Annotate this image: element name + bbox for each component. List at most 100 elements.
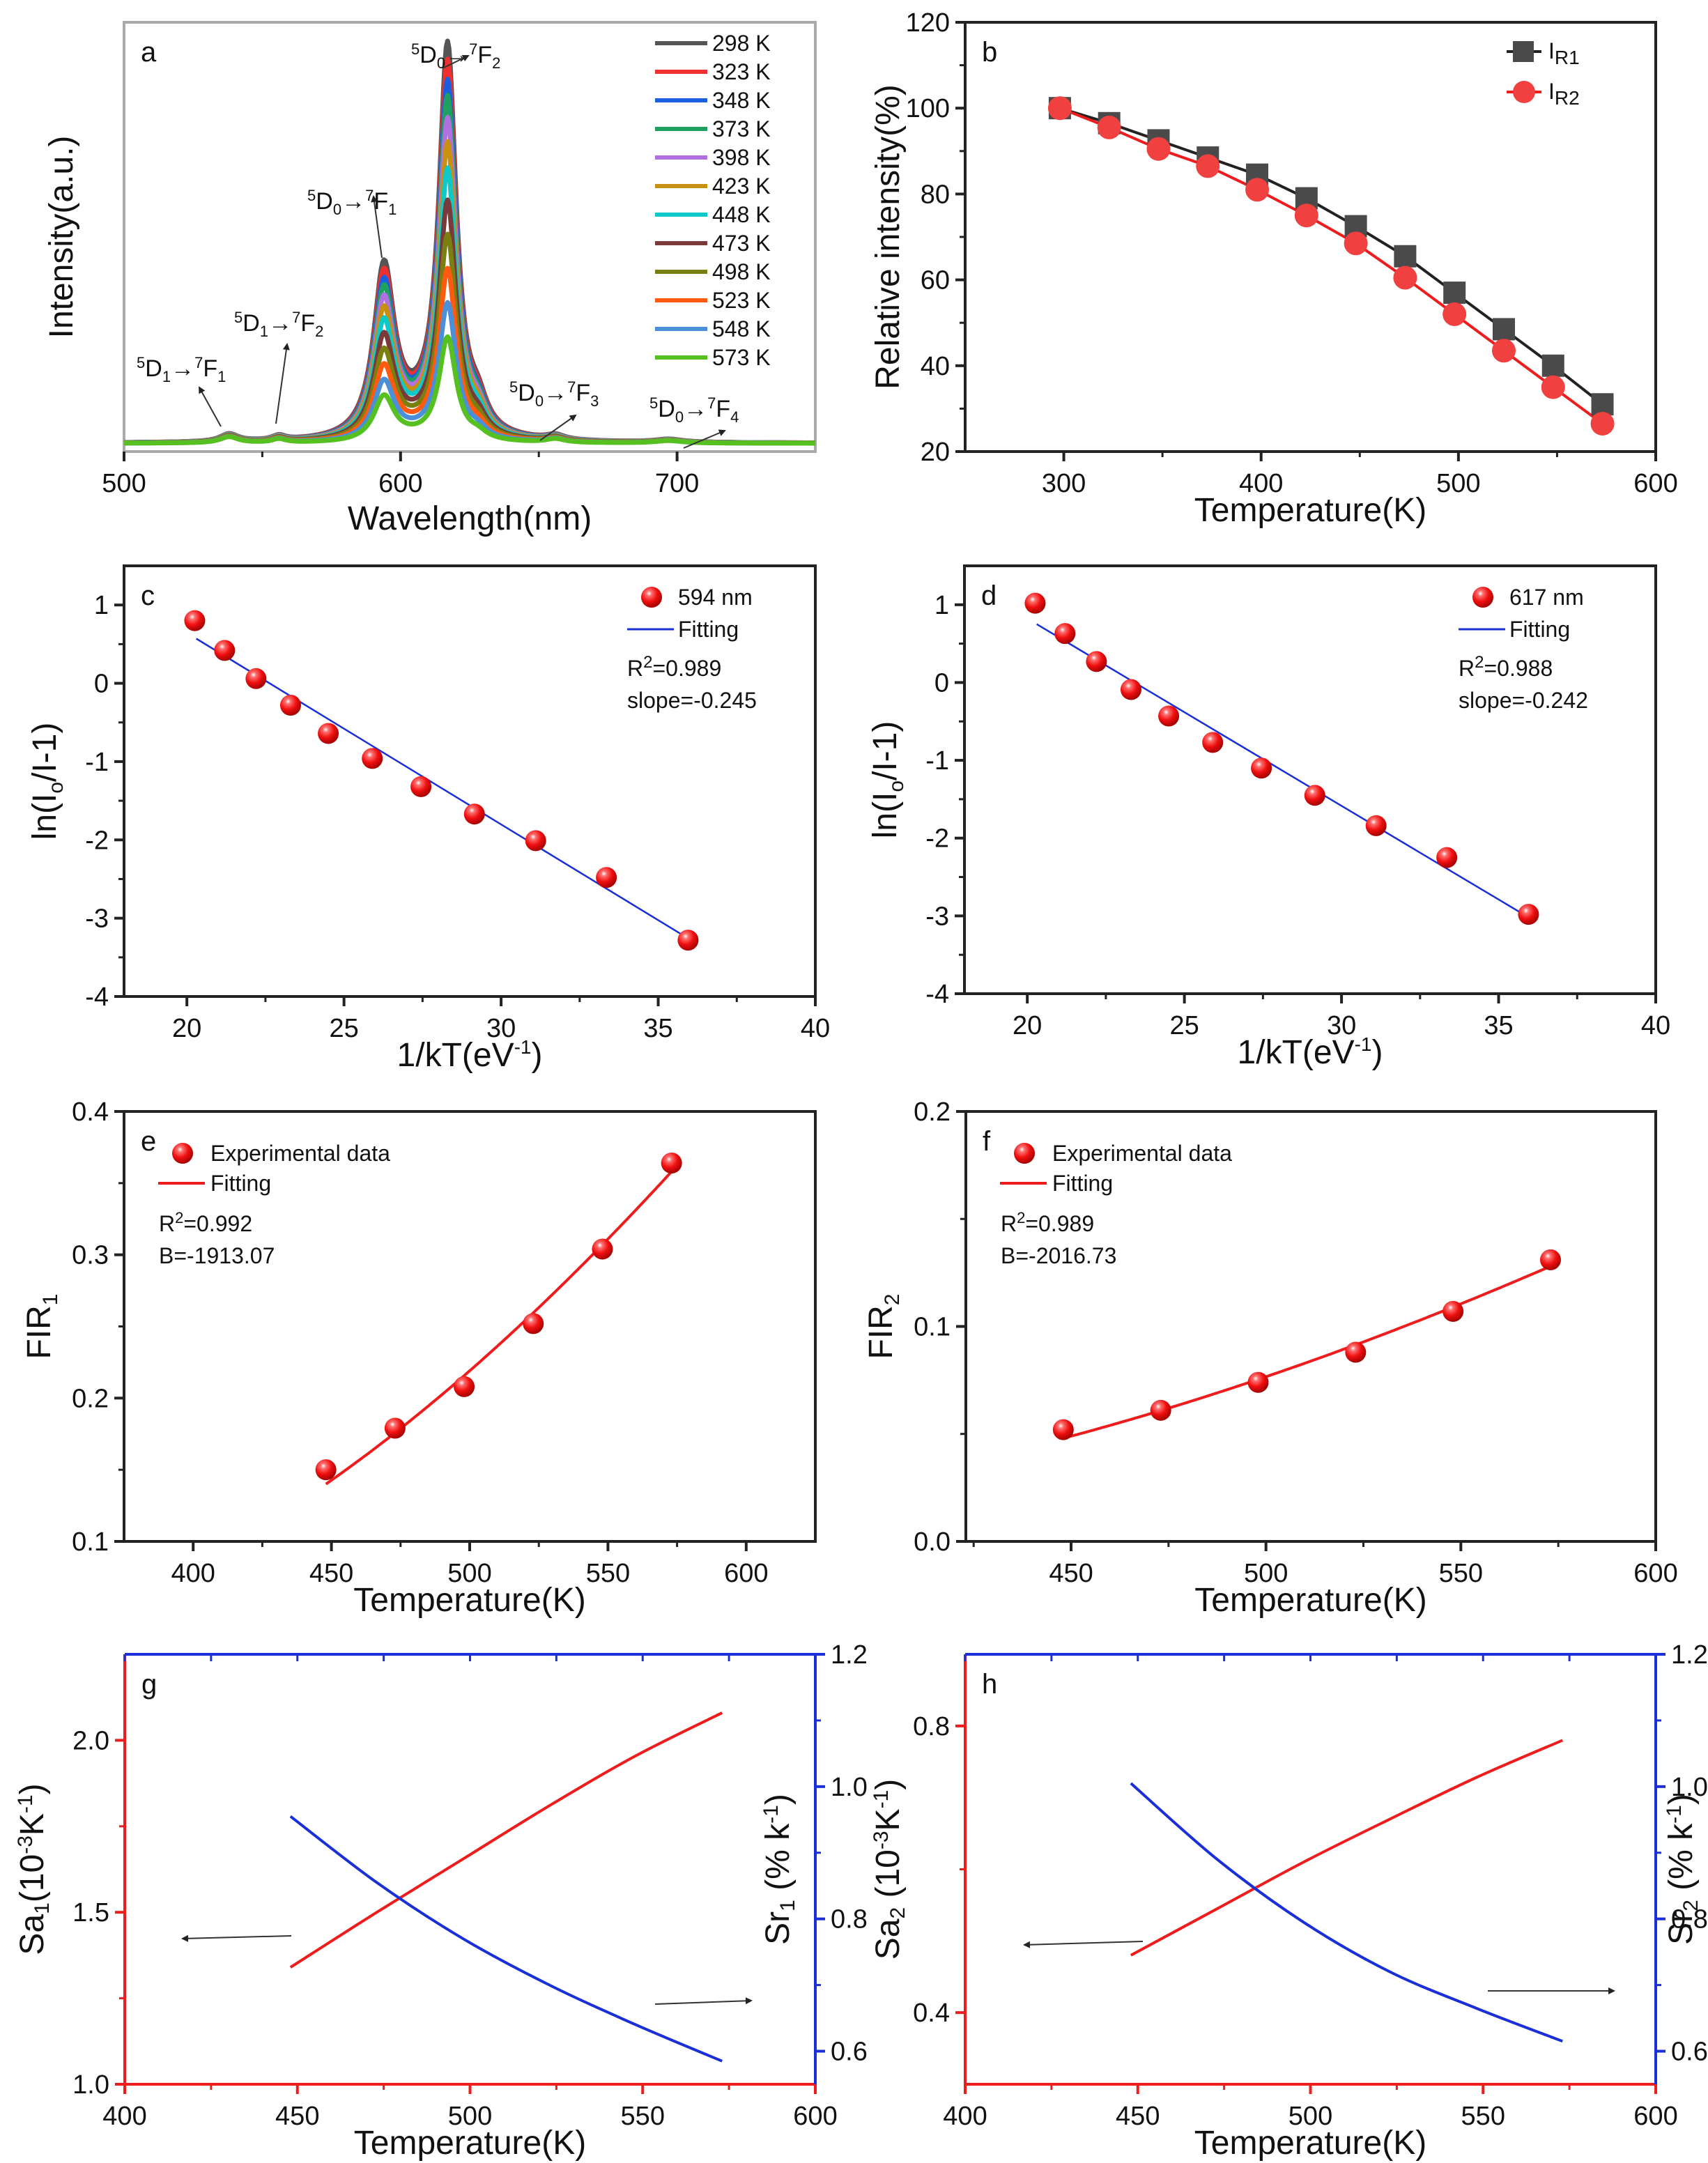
- ylabel-tail-sup: -1: [870, 1790, 893, 1809]
- data-point: [1304, 785, 1325, 806]
- x-tick-label: 600: [1633, 469, 1677, 498]
- superscript: 5: [509, 378, 518, 396]
- y-tick-label: -2: [925, 824, 949, 854]
- ylabel-tail: K: [14, 1813, 51, 1835]
- y-tick-label: 0.8: [1671, 1905, 1708, 1934]
- y-tick-label: 80: [921, 180, 950, 209]
- ylabel-right-sup: -1: [1663, 1805, 1686, 1824]
- legend-label: 423 K: [712, 174, 771, 199]
- data-point-circle: [1047, 96, 1072, 121]
- panel-h-sensitivity-2: 400 450 500 550 600 0.4 0.8 0.6 0.8 1.0 1.2 h Temper…: [870, 1640, 1708, 2162]
- right-y-axis-title: Sr2 (% k-1): [1663, 1794, 1702, 1945]
- legend-label: Fitting: [1052, 1171, 1113, 1196]
- annotation-arrow: [371, 195, 383, 259]
- legend-label: 523 K: [712, 288, 771, 313]
- ylabel-close: ): [14, 1783, 51, 1794]
- superscript: 7: [567, 378, 576, 396]
- arrow-glyph: →: [341, 188, 365, 215]
- y-axis-title: ln(Io/I-1): [26, 723, 68, 840]
- arrow-glyph: →: [684, 396, 707, 422]
- x-tick-label: 550: [586, 1559, 630, 1588]
- arrow-glyph: →: [544, 380, 567, 406]
- xlabel-sup: -1: [514, 1036, 532, 1058]
- legend-label: 373 K: [712, 116, 771, 141]
- y-tick-label: 40: [921, 352, 950, 381]
- x-tick-label: 500: [1244, 1559, 1288, 1588]
- annotation-arrow: [199, 386, 222, 427]
- data-point-circle: [1442, 302, 1467, 326]
- transition-annotation: 5D0→7F2: [411, 40, 500, 72]
- ylabel-right-sub: 1: [776, 1900, 799, 1911]
- x-tick-label: 40: [1641, 1011, 1670, 1040]
- ylabel-main: Sa: [870, 1918, 907, 1960]
- data-point: [677, 930, 699, 951]
- y-tick-label: 0.6: [1671, 2038, 1708, 2067]
- x-tick-label: 400: [171, 1559, 215, 1588]
- ylabel-sub: o: [885, 780, 908, 792]
- data-point: [1442, 1300, 1464, 1322]
- ylabel-close: ): [870, 1779, 907, 1790]
- r-squared: R2=0.989: [627, 653, 721, 681]
- transition-annotation: 5D0→7F4: [649, 394, 739, 426]
- legend-label: 348 K: [712, 88, 771, 113]
- y-tick-label: 1.0: [831, 1773, 868, 1802]
- xlabel-main: 1/kT(eV: [1238, 1034, 1355, 1071]
- y-tick-label: 1.2: [1671, 1640, 1708, 1670]
- r-label: R: [1001, 1211, 1017, 1236]
- ylabel-right-close: ): [760, 1794, 797, 1805]
- legend-label: Fitting: [210, 1171, 271, 1196]
- panel-label: h: [982, 1669, 997, 1700]
- data-point: [1052, 1419, 1074, 1440]
- spectrum-line: [123, 334, 817, 446]
- term: F: [300, 310, 315, 337]
- data-point-circle: [1196, 154, 1220, 178]
- legend-label: 573 K: [712, 345, 771, 370]
- xlabel-end: ): [531, 1037, 542, 1074]
- data-point: [1518, 904, 1539, 925]
- x-axis-title: 1/kT(eV-1): [397, 1036, 543, 1074]
- x-tick-label: 40: [801, 1014, 830, 1043]
- x-axis-title: Temperature(K): [353, 1582, 585, 1619]
- panel-e-fir1: 400 450 500 550 600 0.1 0.2 0.3 0.4 e Experimental…: [21, 1098, 817, 1619]
- data-point: [1539, 1249, 1561, 1270]
- panel-label: f: [983, 1126, 991, 1157]
- fit-curve: [325, 1171, 673, 1486]
- legend-label: Fitting: [678, 617, 739, 642]
- x-tick-label: 300: [1042, 469, 1086, 498]
- y-axis-title: FIR1: [21, 1293, 62, 1359]
- absolute-sensitivity-curve: [289, 1711, 723, 1969]
- x-tick-label: 600: [1633, 2102, 1677, 2131]
- ylabel-end: (10: [870, 1849, 907, 1907]
- ylabel-end: /I-1): [26, 723, 63, 782]
- y-tick-label: 0.0: [914, 1527, 951, 1557]
- ylabel-right-main: Sr: [760, 1911, 797, 1945]
- x-axis-title: Temperature(K): [1194, 2125, 1426, 2162]
- data-point-circle: [1491, 339, 1516, 363]
- legend-marker: [1513, 41, 1534, 62]
- arrow-glyph: →: [445, 42, 469, 68]
- legend-label: Fitting: [1509, 617, 1570, 642]
- data-point: [384, 1417, 406, 1439]
- data-point: [661, 1153, 682, 1174]
- equals: =: [1025, 1211, 1038, 1236]
- y-tick-label: 1.5: [72, 1898, 109, 1927]
- data-point: [1024, 592, 1046, 614]
- data-point: [1251, 757, 1272, 779]
- panel-label: a: [141, 37, 157, 68]
- y-tick-label: 0.8: [913, 1712, 950, 1741]
- data-point: [1202, 732, 1224, 753]
- x-tick-label: 400: [1239, 469, 1283, 498]
- data-point: [1120, 679, 1141, 700]
- y-tick-label: 0.1: [914, 1313, 951, 1342]
- ylabel-main: FIR: [863, 1305, 900, 1359]
- x-tick-label: 500: [1436, 469, 1480, 498]
- series-line: [1059, 107, 1603, 406]
- annotation-arrow: [275, 343, 290, 424]
- equals: =: [1484, 656, 1497, 681]
- ylabel-sup: -3: [14, 1835, 37, 1854]
- y-tick-label: -4: [85, 983, 109, 1012]
- ylabel-sub: 2: [881, 1293, 904, 1305]
- data-point: [1365, 815, 1387, 836]
- term: D: [658, 396, 675, 422]
